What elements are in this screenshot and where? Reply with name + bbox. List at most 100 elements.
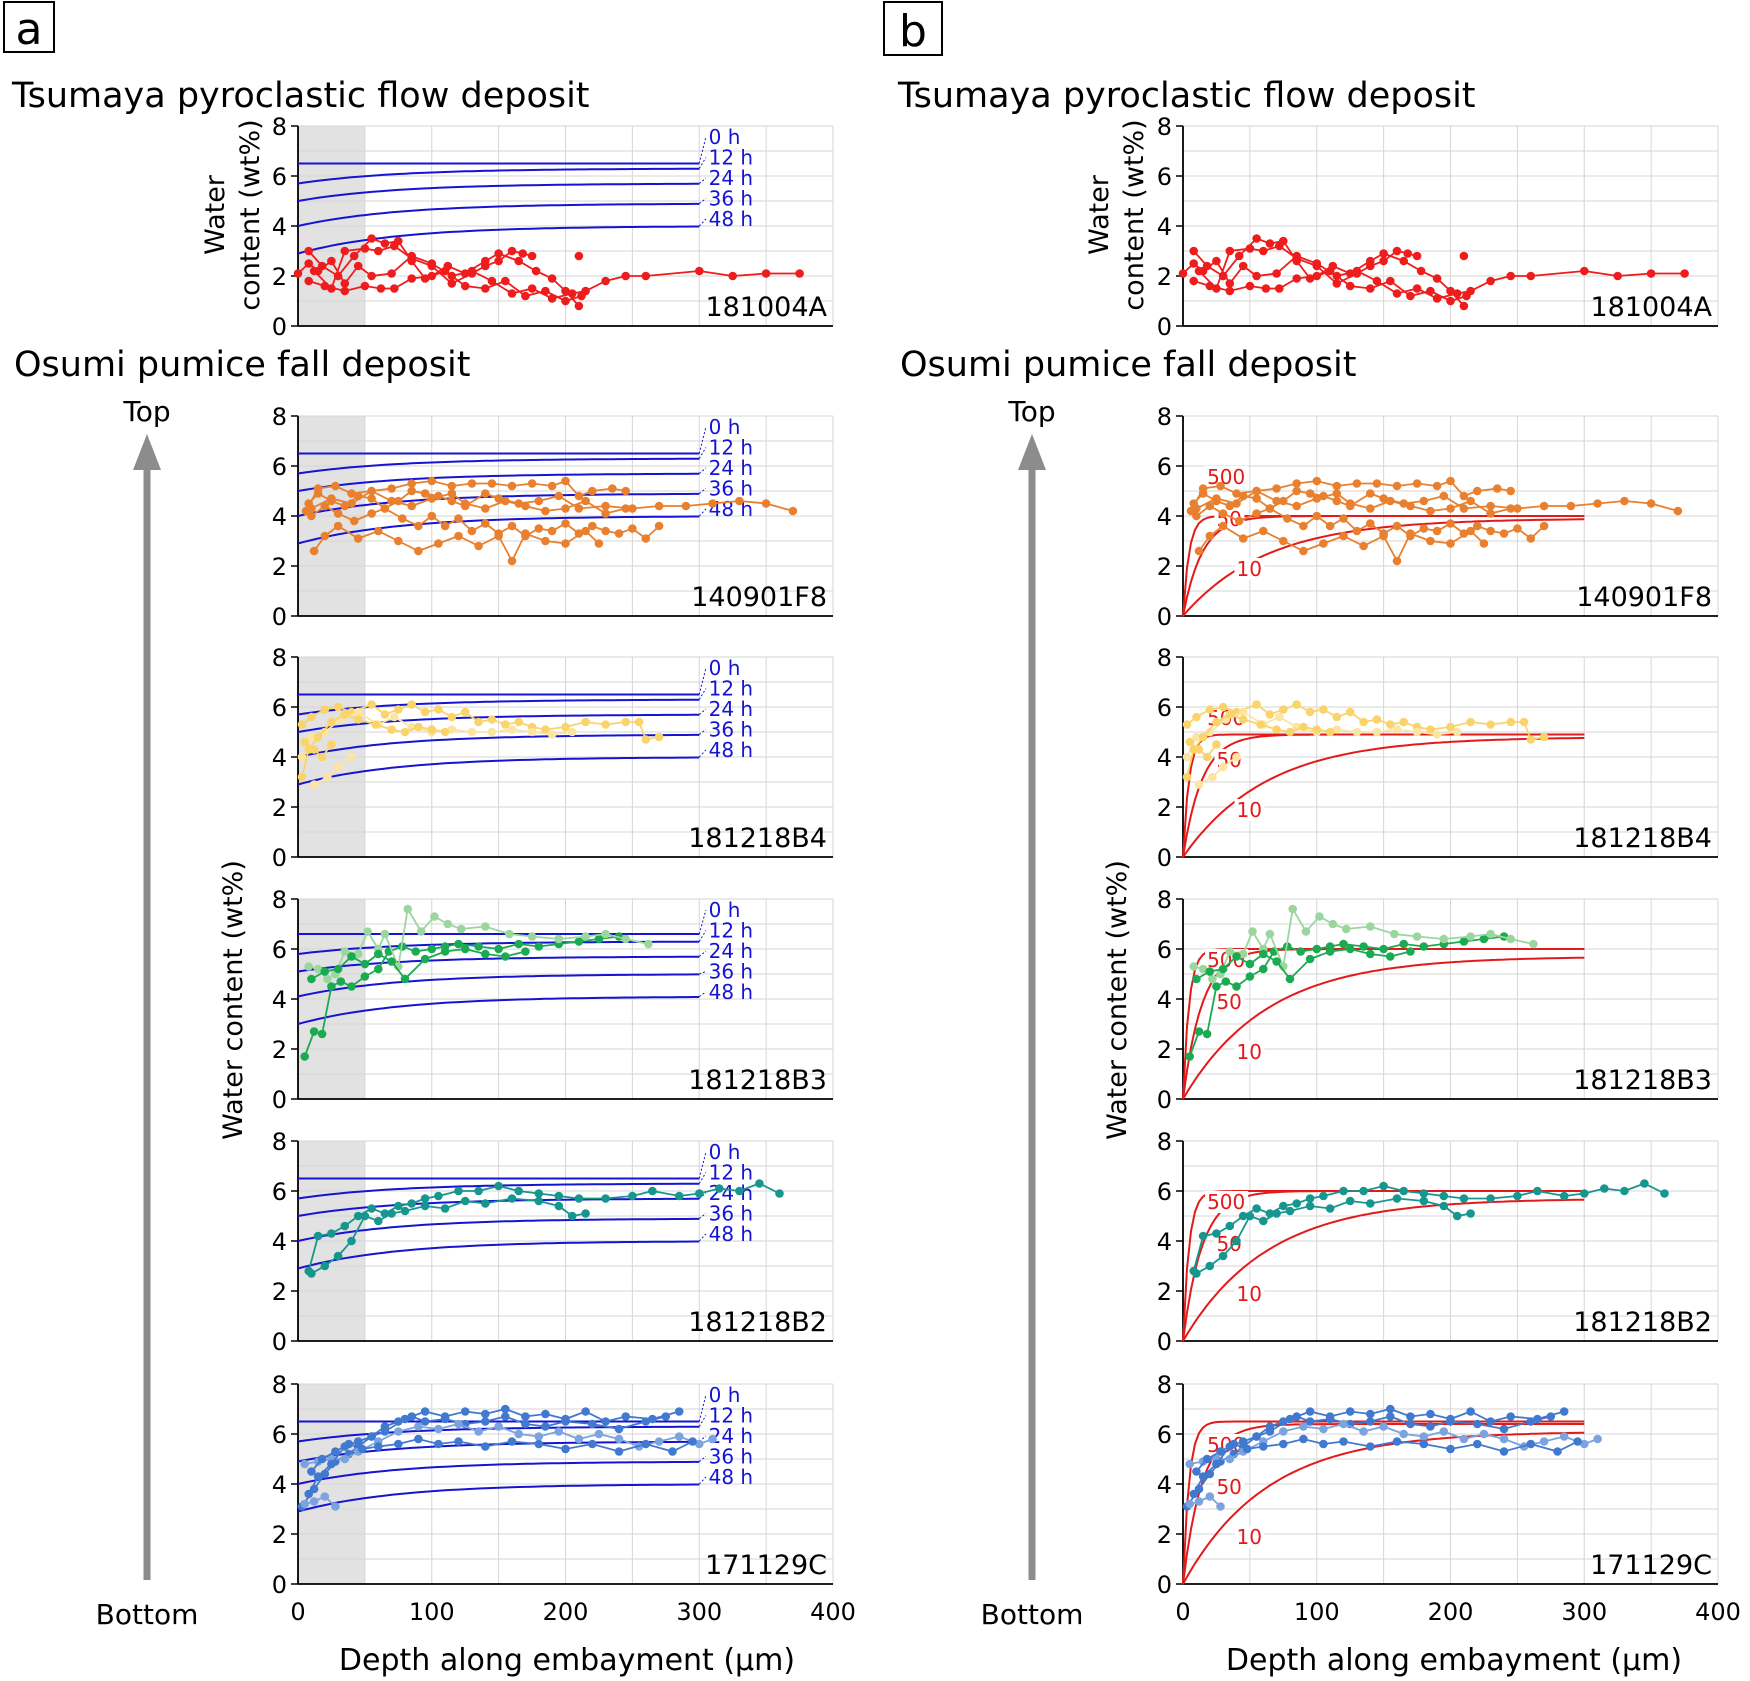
x-tick-label-a-100: 100 [409, 1598, 455, 1626]
data-point-b-140901F8-2-16 [1479, 539, 1489, 548]
data-point-a-181218B2-0-24 [735, 1186, 744, 1196]
data-point-a-171129C-4-15 [614, 1447, 624, 1456]
data-point-b-140901F8-2-7 [1319, 539, 1328, 548]
data-point-b-181218B4-1-2 [1205, 727, 1215, 737]
data-point-a-140901F8-1-4 [367, 509, 376, 518]
data-point-b-181218B2-0-24 [1620, 1186, 1629, 1196]
data-point-b-181004A-0-24 [1680, 269, 1689, 278]
data-point-b-171129C-2-2 [1212, 1459, 1221, 1469]
y-tick-label-b-171129C-2: 2 [1157, 1521, 1172, 1549]
data-point-a-171129C-2-1 [313, 1472, 323, 1481]
data-point-b-181004A-2-15 [1446, 286, 1455, 296]
data-point-b-171129C-2-7 [1285, 1414, 1295, 1424]
model-label-a-181218B3-2: 24 h [709, 939, 753, 963]
data-line-b-181218B4-3 [1198, 756, 1238, 786]
model-curve-a-181218B3-1 [297, 940, 700, 955]
y-tick-label-b-181218B4-6: 6 [1157, 694, 1172, 722]
data-point-a-181218B2-0-8 [407, 1199, 417, 1208]
data-point-a-181218B2-0-17 [574, 1194, 584, 1203]
tsumaya-title-a: Tsumaya pyroclastic flow deposit [11, 76, 590, 116]
data-point-a-171129C-3-1 [309, 1497, 319, 1506]
data-point-b-181218B4-4-1 [1194, 745, 1204, 754]
data-point-a-181004A-3-2 [340, 246, 350, 256]
rate-curve-b-181218B4-1 [1182, 733, 1585, 858]
data-point-a-171129C-4-11 [507, 1437, 517, 1446]
data-point-b-181218B2-1-16 [1466, 1209, 1475, 1218]
y-tick-label-a-181218B2-8: 8 [272, 1128, 287, 1156]
data-point-a-181218B3-0-14 [474, 942, 483, 951]
data-point-b-181218B4-4-0 [1185, 737, 1194, 747]
data-point-b-181218B4-0-13 [1359, 717, 1368, 727]
data-point-b-140901F8-2-5 [1279, 536, 1288, 546]
data-point-b-181218B3-2-3 [1232, 952, 1241, 961]
data-point-a-171129C-1-19 [654, 1437, 664, 1446]
data-point-b-140901F8-0-3 [1225, 501, 1235, 511]
data-point-a-181218B2-1-9 [440, 1204, 450, 1213]
data-point-b-181218B3-1-22 [1529, 939, 1538, 949]
data-point-a-181218B4-3-2 [333, 762, 343, 772]
data-point-a-140901F8-1-14 [507, 521, 517, 531]
rate-curve-b-181218B2-2 [1182, 1198, 1585, 1342]
model-label-a-181004A-3: 36 h [709, 187, 753, 211]
rate-curve-b-181218B3-2 [1182, 956, 1585, 1100]
data-point-b-181004A-2-2 [1225, 286, 1235, 296]
data-point-b-181218B3-1-10 [1288, 904, 1297, 914]
data-point-a-181218B3-1-19 [581, 932, 590, 941]
data-point-a-140901F8-1-2 [333, 509, 343, 518]
data-point-b-181004A-2-14 [1432, 274, 1442, 283]
y-tick-label-b-140901F8-8: 8 [1157, 403, 1172, 431]
data-point-b-140901F8-1-3 [1234, 516, 1244, 526]
data-point-b-181004A-1-0 [1189, 246, 1198, 256]
model-leader-a-140901F8-2 [698, 467, 707, 474]
data-point-a-181004A-2-0 [304, 276, 314, 286]
data-point-a-181218B3-2-6 [387, 957, 396, 966]
data-point-a-140901F8-0-8 [407, 486, 417, 496]
y-tick-label-b-181218B4-0: 0 [1157, 844, 1172, 872]
model-label-a-181218B2-1: 12 h [709, 1161, 753, 1185]
data-point-a-171129C-1-7 [414, 1422, 423, 1431]
data-point-a-181218B4-0-22 [621, 717, 630, 727]
data-point-a-171129C-4-8 [434, 1439, 443, 1449]
data-point-b-140901F8-3-13 [1432, 481, 1442, 491]
data-point-b-181218B3-0-14 [1359, 942, 1368, 951]
data-point-a-181004A-0-4 [340, 279, 350, 288]
model-curve-a-181218B2-4 [297, 1240, 700, 1270]
data-point-b-140901F8-4-1 [1212, 494, 1221, 503]
data-point-a-171129C-0-19 [614, 1424, 624, 1434]
data-point-a-171129C-4-5 [374, 1442, 383, 1451]
data-point-a-181218B2-0-10 [434, 1191, 443, 1201]
data-point-b-140901F8-0-24 [1620, 496, 1629, 506]
data-point-a-140901F8-4-7 [447, 489, 457, 498]
rate-label-b-181218B3-2: 10 [1237, 1040, 1262, 1064]
data-point-a-181004A-2-7 [427, 271, 437, 281]
data-point-b-140901F8-3-15 [1459, 491, 1469, 501]
rate-label-bg-b-181218B3-1 [1214, 991, 1245, 1013]
data-point-a-140901F8-2-0 [309, 546, 319, 556]
data-point-b-181218B2-0-7 [1279, 1201, 1288, 1211]
data-point-b-171129C-0-13 [1366, 1417, 1375, 1426]
data-point-b-140901F8-4-16 [1506, 504, 1515, 513]
data-point-b-140901F8-2-2 [1218, 521, 1228, 531]
data-point-a-181218B3-2-12 [501, 952, 510, 961]
y-tick-label-b-181218B3-2: 2 [1157, 1036, 1172, 1064]
data-point-a-171129C-1-22 [708, 1434, 717, 1444]
data-point-a-181004A-3-10 [481, 261, 490, 271]
data-point-a-171129C-2-12 [501, 1404, 510, 1414]
sample-label-b-171129C: 171129C [1590, 1550, 1712, 1581]
y-tick-label-a-140901F8-2: 2 [272, 553, 287, 581]
data-point-b-171129C-1-10 [1359, 1427, 1368, 1436]
y-tick-label-b-171129C-0: 0 [1157, 1571, 1172, 1599]
data-point-b-140901F8-2-14 [1446, 539, 1455, 548]
data-point-a-140901F8-1-21 [601, 526, 610, 536]
data-line-b-181218B4-4 [1189, 741, 1218, 759]
model-leader-a-181218B4-3 [698, 729, 707, 735]
data-point-b-140901F8-0-9 [1305, 489, 1315, 498]
data-point-a-181218B3-1-22 [644, 939, 653, 949]
data-point-b-181218B2-0-25 [1640, 1179, 1649, 1188]
data-point-b-171129C-1-8 [1319, 1424, 1328, 1434]
data-point-b-181004A-2-0 [1189, 276, 1198, 286]
data-point-b-181218B2-0-5 [1252, 1204, 1261, 1213]
panel-label-a: a [16, 4, 43, 55]
data-point-b-140901F8-4-5 [1292, 501, 1301, 511]
data-point-a-181218B2-0-18 [601, 1194, 610, 1203]
